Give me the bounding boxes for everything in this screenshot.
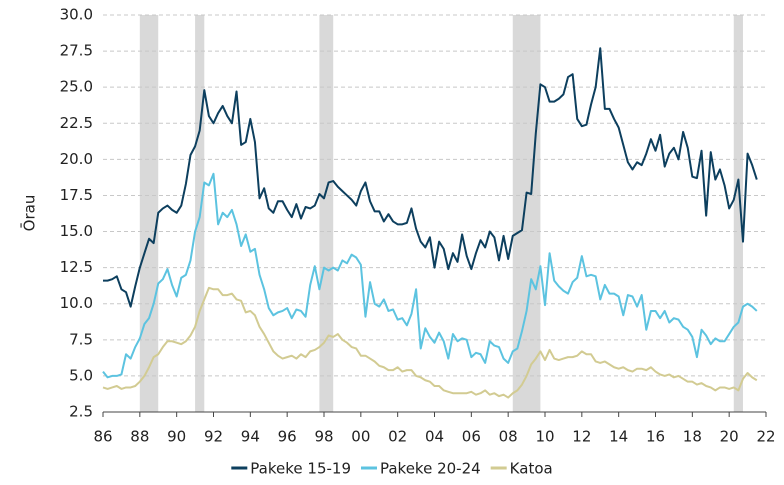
recession-band [512, 15, 541, 412]
y-tick-label: 2.5 [69, 403, 93, 421]
legend-item: Pakeke 20-24 [360, 460, 481, 478]
x-tick-label: 00 [351, 428, 370, 446]
x-tick-label: 96 [278, 428, 297, 446]
y-tick-label: 20.0 [60, 150, 93, 168]
x-tick-label: 86 [93, 428, 112, 446]
legend-label: Pakeke 15-19 [250, 460, 351, 478]
legend-label: Katoa [510, 460, 553, 478]
y-tick-label: 25.0 [60, 78, 93, 96]
x-tick-label: 94 [241, 428, 260, 446]
x-tick-label: 16 [646, 428, 665, 446]
y-tick-label: 27.5 [60, 42, 93, 60]
x-tick-label: 18 [683, 428, 702, 446]
recession-band [139, 15, 159, 412]
legend: Pakeke 15-19 Pakeke 20-24 Katoa [231, 460, 553, 478]
y-axis-label: Ōrau [20, 195, 39, 232]
x-tick-label: 10 [535, 428, 554, 446]
y-tick-label: 5.0 [69, 366, 93, 384]
legend-item: Katoa [490, 460, 553, 478]
y-tick-label: 17.5 [60, 186, 93, 204]
legend-label: Pakeke 20-24 [380, 460, 481, 478]
x-tick-label: 06 [462, 428, 481, 446]
y-tick-label: 7.5 [69, 330, 93, 348]
recession-band [733, 15, 743, 412]
x-tick-label: 90 [167, 428, 186, 446]
recession-band [319, 15, 334, 412]
x-tick-label: 88 [130, 428, 149, 446]
x-tick-label: 04 [425, 428, 444, 446]
x-tick-label: 08 [499, 428, 518, 446]
x-tick-label: 98 [314, 428, 333, 446]
y-tick-label: 22.5 [60, 114, 93, 132]
y-tick-label: 15.0 [60, 222, 93, 240]
series-line [102, 172, 758, 379]
x-tick-label: 92 [204, 428, 223, 446]
y-tick-label: 12.5 [60, 258, 93, 276]
x-tick-label: 20 [720, 428, 739, 446]
x-tick-label: 22 [756, 428, 775, 446]
x-tick-label: 02 [388, 428, 407, 446]
y-tick-label: 30.0 [60, 6, 93, 24]
x-tick-label: 12 [572, 428, 591, 446]
x-tick-label: 14 [609, 428, 628, 446]
series-line [103, 47, 758, 308]
y-tick-label: 10.0 [60, 294, 93, 312]
series-line [102, 286, 758, 399]
legend-item: Pakeke 15-19 [231, 460, 351, 478]
